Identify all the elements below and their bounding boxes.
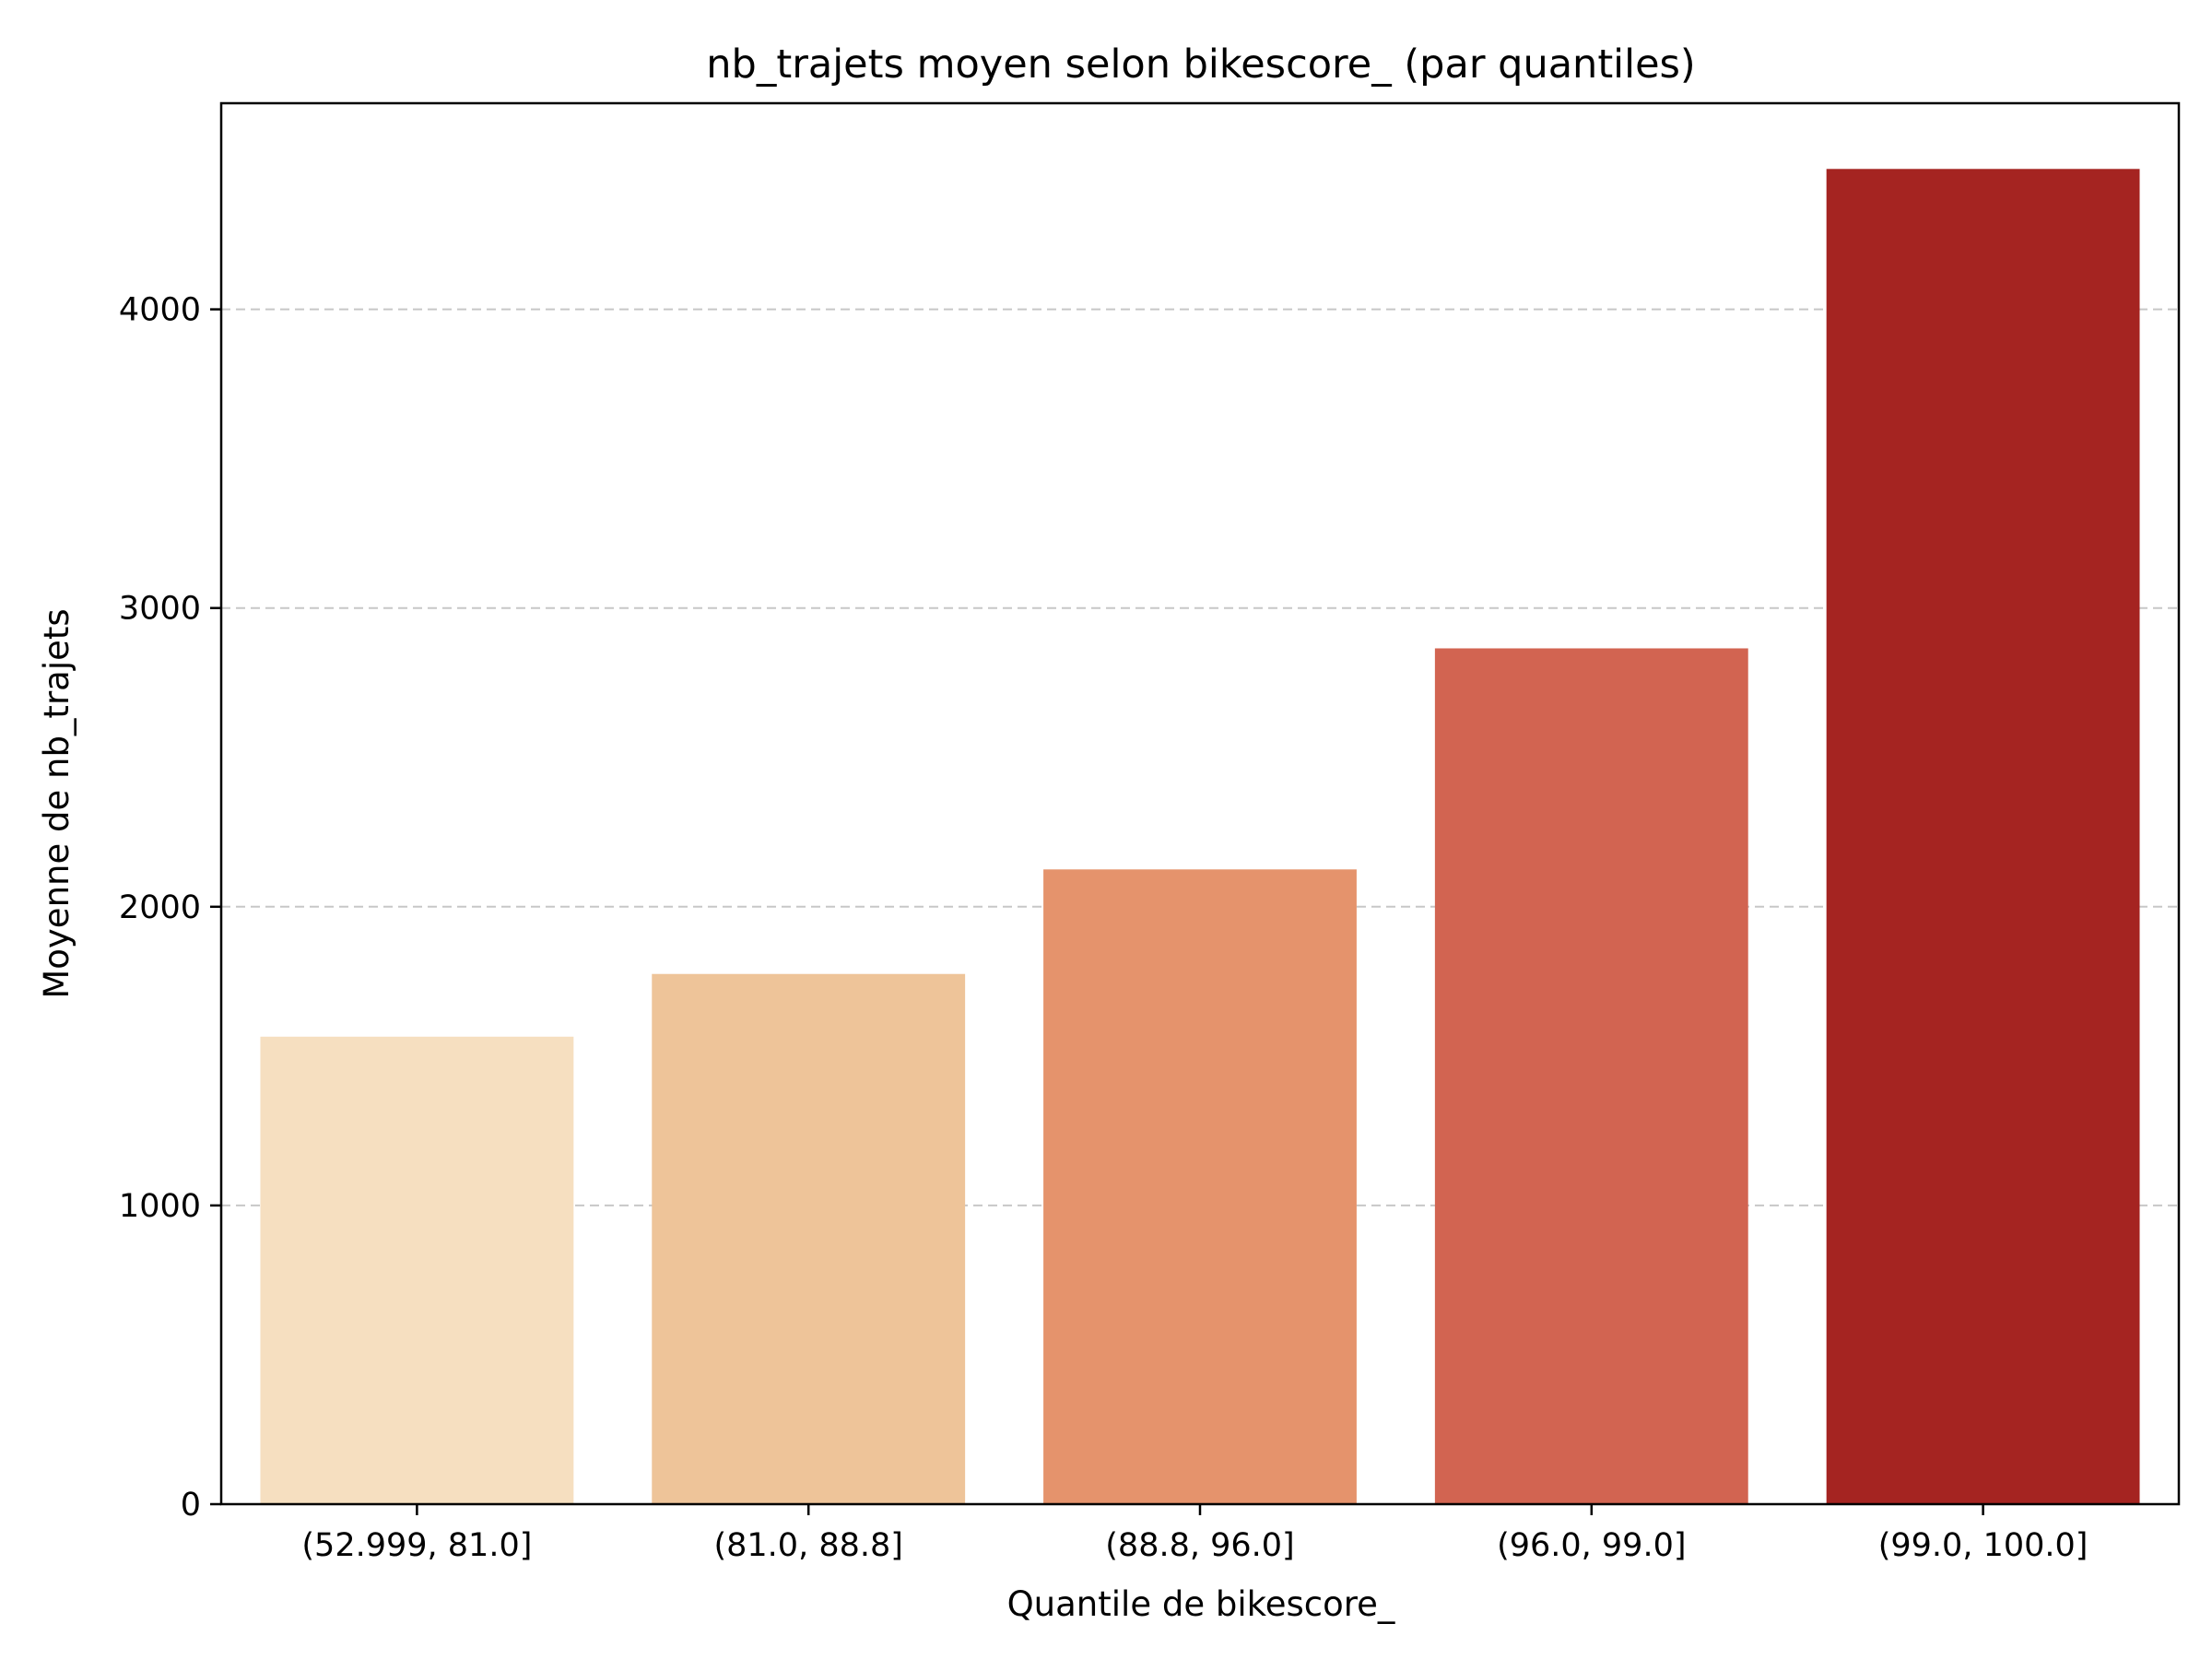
bar-1	[652, 973, 966, 1504]
bar-3	[1434, 648, 1748, 1504]
x-tick-label: (99.0, 100.0]	[1878, 1527, 2088, 1564]
y-tick-label: 2000	[119, 889, 201, 926]
x-axis-label: Quantile de bikescore_	[1007, 1584, 1395, 1624]
x-tick-label: (52.999, 81.0]	[301, 1527, 532, 1564]
x-tick-label: (88.8, 96.0]	[1105, 1527, 1294, 1564]
chart-title: nb_trajets moyen selon bikescore_ (par q…	[706, 41, 1695, 88]
y-axis: 0 1000 2000 3000 4000	[119, 292, 221, 1524]
bar-2	[1043, 869, 1357, 1504]
y-tick-label: 3000	[119, 591, 201, 628]
x-tick-label: (81.0, 88.8]	[713, 1527, 902, 1564]
y-tick-label: 1000	[119, 1188, 201, 1225]
bar-4	[1826, 169, 2140, 1504]
bar-0	[260, 1036, 574, 1504]
y-tick-label: 4000	[119, 292, 201, 329]
x-axis: (52.999, 81.0] (81.0, 88.8] (88.8, 96.0] (9…	[301, 1504, 2088, 1564]
bars	[260, 169, 2140, 1504]
y-tick-label: 0	[181, 1487, 201, 1524]
y-axis-label: Moyenne de nb_trajets	[37, 608, 76, 998]
x-tick-label: (96.0, 99.0]	[1497, 1527, 1686, 1564]
